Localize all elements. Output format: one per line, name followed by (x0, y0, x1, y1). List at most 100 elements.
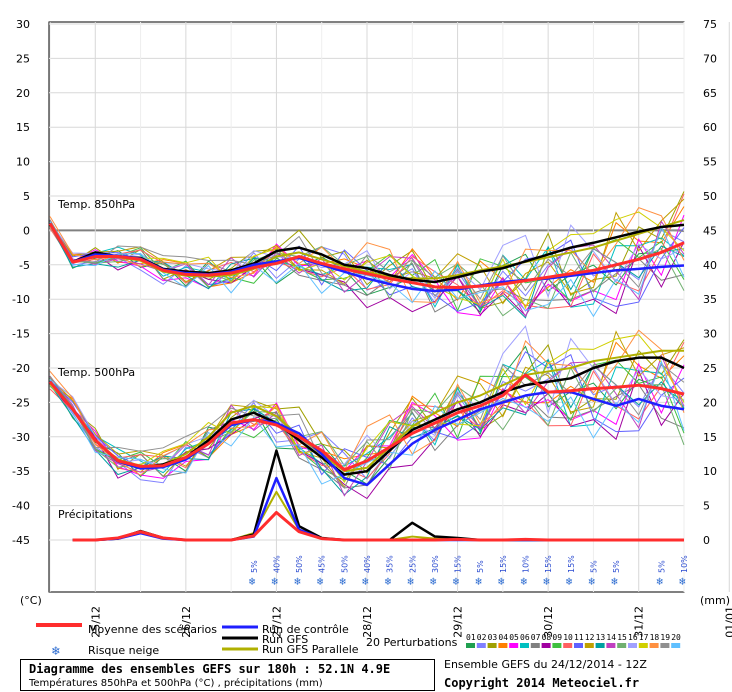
snow-risk-pct: 45% (318, 555, 327, 573)
perturbation-id-label: 15 (617, 633, 627, 642)
snow-flake-icon: ❄ (385, 575, 392, 588)
perturbation-swatch (487, 643, 497, 648)
x-tick-label: 31/12 (633, 606, 646, 638)
legend-control-label: Run de contrôle (262, 623, 349, 636)
perturbation-id-label: 10 (563, 633, 573, 642)
left-tick-label: 5 (23, 190, 30, 203)
perturbation-legend: 01 02 03 04 05 06 07 08 09 10 11 12 13 14 15 16 17 18 19 20 (466, 633, 681, 648)
precip-mean-line (72, 510, 684, 542)
snow-flake-icon: ❄ (51, 644, 60, 659)
perturbation-id-label: 02 (477, 633, 487, 642)
perturbation-id-label: 08 (542, 633, 552, 642)
perturbation-swatch (530, 643, 540, 648)
left-tick-label: -15 (12, 328, 30, 341)
perturbation-id-label: 12 (585, 633, 595, 642)
perturbation-id-label: 06 (520, 633, 530, 642)
ensemble-date: Ensemble GEFS du 24/12/2014 - 12Z (444, 658, 647, 671)
perturbation-id-label: 03 (488, 633, 498, 642)
right-tick-label: 0 (703, 534, 710, 547)
t500-control-line (49, 380, 685, 487)
left-tick-label: 25 (16, 52, 30, 65)
right-tick-label: 5 (703, 500, 710, 513)
perturbation-id-label: 01 (466, 633, 476, 642)
snow-risk-pct: 5% (589, 560, 598, 573)
perturbation-id-label: 14 (606, 633, 616, 642)
snow-risk-pct: 5% (612, 560, 621, 573)
perturbation-line (49, 207, 685, 304)
snow-risk-pct: 40% (272, 555, 281, 573)
snow-flake-icon: ❄ (588, 575, 595, 588)
snow-flake-icon: ❄ (271, 575, 278, 588)
perturbation-id-label: 07 (531, 633, 541, 642)
perturbation-swatch (595, 643, 605, 648)
right-tick-label: 55 (703, 156, 717, 169)
perturbation-id-label: 18 (650, 633, 660, 642)
perturbation-swatch (638, 643, 648, 648)
main-series (48, 219, 685, 542)
snow-flake-icon: ❄ (317, 575, 324, 588)
snow-flake-icon: ❄ (407, 575, 414, 588)
snow-flake-icon: ❄ (475, 575, 482, 588)
x-tick-label: 25/12 (89, 606, 102, 638)
perturbation-swatch (520, 643, 529, 648)
snow-flake-icon: ❄ (543, 575, 550, 588)
left-tick-label: 10 (16, 156, 30, 169)
right-tick-label: 30 (703, 328, 717, 341)
perturbation-swatch (671, 643, 681, 648)
left-tick-label: -35 (12, 465, 30, 478)
snow-risk-pct: 15% (567, 555, 576, 573)
snow-risk-row: 5% ❄ 40% ❄ 50% ❄ 45% ❄ 50% ❄ 40% ❄ 35% ❄ 25% ❄ 30% ❄ 15% ❄ 5… (249, 555, 689, 588)
legend-perturbations-label: 20 Perturbations (366, 636, 458, 649)
snow-flake-icon: ❄ (294, 575, 301, 588)
perturbation-id-label: 13 (596, 633, 606, 642)
perturbation-swatch (498, 643, 508, 648)
x-tick-label: 29/12 (452, 606, 465, 638)
footer-title-box: Diagramme des ensembles GEFS sur 180h : … (20, 659, 435, 691)
snow-flake-icon: ❄ (679, 575, 686, 588)
left-tick-label: -30 (12, 431, 30, 444)
right-tick-label: 45 (703, 224, 717, 237)
perturbation-swatch (466, 643, 475, 648)
perturbation-swatch (476, 643, 486, 648)
left-tick-label: -45 (12, 534, 30, 547)
perturbation-id-label: 09 (552, 633, 562, 642)
left-tick-label: -40 (12, 500, 30, 513)
left-tick-label: -20 (12, 362, 30, 375)
snow-risk-pct: 40% (363, 555, 372, 573)
snow-flake-icon: ❄ (453, 575, 460, 588)
snow-risk-pct: 5% (657, 560, 666, 573)
perturbation-line (49, 366, 685, 471)
snow-flake-icon: ❄ (521, 575, 528, 588)
footer-subtitle: Températures 850hPa et 500hPa (°C) , pré… (29, 678, 323, 689)
snow-flake-icon: ❄ (566, 575, 573, 588)
perturbation-swatch (628, 643, 637, 648)
x-tick-label: 26/12 (180, 606, 193, 638)
perturbation-swatch (584, 643, 594, 648)
snow-flake-icon: ❄ (249, 575, 256, 588)
right-tick-label: 75 (703, 18, 717, 31)
precip-panel-label: Précipitations (58, 508, 133, 521)
footer-title: Diagramme des ensembles GEFS sur 180h : … (29, 662, 391, 676)
perturbation-line (49, 226, 685, 317)
snow-risk-pct: 50% (340, 555, 349, 573)
perturbation-swatch (541, 643, 551, 648)
right-tick-label: 15 (703, 431, 717, 444)
perturbation-id-label: 05 (509, 633, 519, 642)
snow-flake-icon: ❄ (498, 575, 505, 588)
perturbation-swatch (649, 643, 659, 648)
right-tick-label: 20 (703, 396, 717, 409)
perturbation-swatch (563, 643, 573, 648)
legend-gfs-parallele-label: Run GFS Parallele (262, 643, 359, 656)
right-tick-label: 40 (703, 259, 717, 272)
perturbation-swatch (552, 643, 562, 648)
left-tick-label: 15 (16, 121, 30, 134)
right-tick-label: 70 (703, 52, 717, 65)
t850-mean-line (48, 222, 685, 290)
x-tick-label: 28/12 (361, 606, 374, 638)
left-axis-ticks: 30 25 20 15 10 5 0 -5 -10 -15 -20 -25 -30 -35 -40 -45 (12, 18, 30, 547)
left-tick-label: 20 (16, 87, 30, 100)
perturbation-line (49, 363, 685, 489)
snow-risk-pct: 10% (522, 555, 531, 573)
x-axis-ticks: 25/12 26/12 27/12 28/12 29/12 30/12 31/12 01/01 (89, 606, 732, 638)
